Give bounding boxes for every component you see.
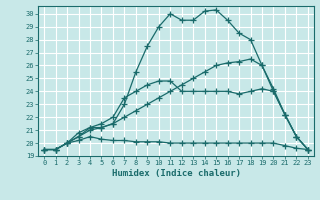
X-axis label: Humidex (Indice chaleur): Humidex (Indice chaleur) [111, 169, 241, 178]
